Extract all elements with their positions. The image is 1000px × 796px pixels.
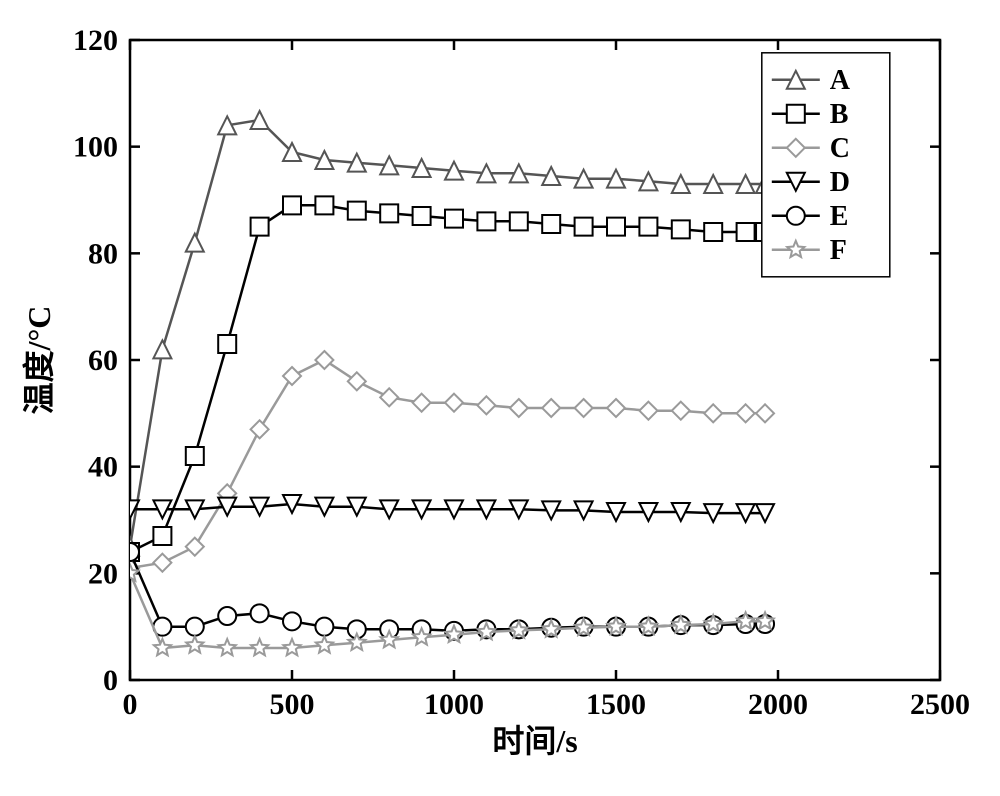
marker [510, 212, 528, 230]
x-tick-label: 1000 [424, 688, 484, 721]
y-axis-label: 温度/°C [21, 306, 57, 415]
legend-label-F: F [830, 235, 847, 266]
x-tick-label: 2000 [748, 688, 808, 721]
x-tick-label: 1500 [586, 688, 646, 721]
x-tick-label: 2500 [910, 688, 970, 721]
y-tick-label: 40 [88, 451, 118, 484]
legend-label-E: E [830, 201, 849, 232]
legend-label-A: A [830, 65, 851, 96]
x-tick-label: 0 [123, 688, 138, 721]
y-tick-label: 100 [73, 131, 118, 164]
marker [380, 204, 398, 222]
marker [251, 218, 269, 236]
y-tick-label: 20 [88, 557, 118, 590]
y-tick-label: 80 [88, 237, 118, 270]
marker [348, 202, 366, 220]
marker [283, 196, 301, 214]
marker [672, 220, 690, 238]
x-axis-label: 时间/s [492, 723, 577, 759]
x-tick-label: 500 [270, 688, 315, 721]
marker [413, 207, 431, 225]
marker [186, 447, 204, 465]
legend: ABCDEF [762, 53, 890, 277]
marker [218, 335, 236, 353]
marker [283, 612, 301, 630]
legend-label-C: C [830, 133, 850, 164]
marker [445, 210, 463, 228]
marker [542, 215, 560, 233]
marker [704, 223, 722, 241]
marker [737, 223, 755, 241]
y-tick-label: 60 [88, 344, 118, 377]
legend-label-D: D [830, 167, 850, 198]
y-tick-label: 0 [103, 664, 118, 697]
chart-container: 0 500 1000 1500 2000 2500 0 20 40 60 80 100 120 时间/s 温… [0, 0, 1000, 796]
marker [607, 218, 625, 236]
marker [575, 218, 593, 236]
y-tick-label: 120 [73, 24, 118, 57]
marker [315, 618, 333, 636]
marker [639, 218, 657, 236]
marker [251, 604, 269, 622]
marker [186, 618, 204, 636]
marker [477, 212, 495, 230]
marker [315, 196, 333, 214]
line-chart: 0 500 1000 1500 2000 2500 0 20 40 60 80 100 120 时间/s 温… [0, 0, 1000, 796]
legend-label-B: B [830, 99, 849, 130]
marker [218, 607, 236, 625]
marker [153, 527, 171, 545]
